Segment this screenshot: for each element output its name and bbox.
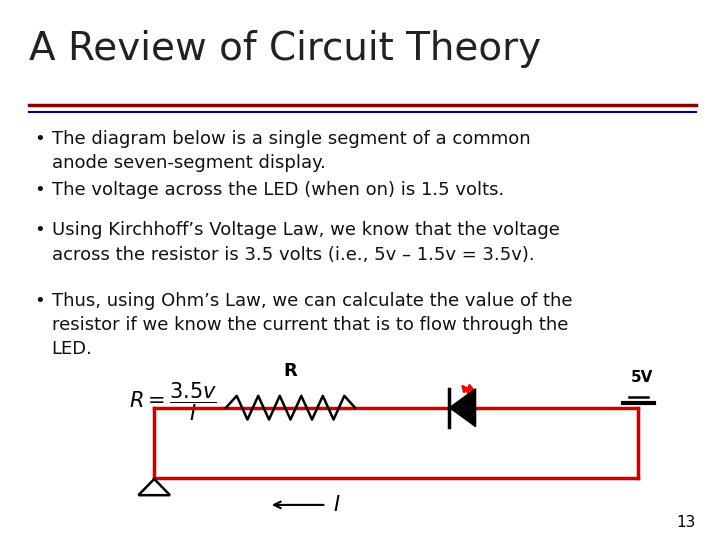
Text: R: R: [284, 362, 297, 380]
Text: The diagram below is a single segment of a common
anode seven-segment display.: The diagram below is a single segment of…: [52, 130, 530, 172]
Text: Thus, using Ohm’s Law, we can calculate the value of the
resistor if we know the: Thus, using Ohm’s Law, we can calculate …: [52, 292, 572, 358]
Text: $R = \dfrac{3.5v}{I}$: $R = \dfrac{3.5v}{I}$: [129, 381, 217, 423]
Text: Using Kirchhoff’s Voltage Law, we know that the voltage
across the resistor is 3: Using Kirchhoff’s Voltage Law, we know t…: [52, 221, 559, 264]
Polygon shape: [449, 389, 476, 427]
Text: 5V: 5V: [631, 370, 653, 385]
Text: •: •: [35, 181, 45, 199]
Text: I: I: [333, 495, 340, 515]
Text: 13: 13: [676, 515, 696, 530]
Text: •: •: [35, 292, 45, 309]
Text: •: •: [35, 130, 45, 147]
Text: A Review of Circuit Theory: A Review of Circuit Theory: [29, 30, 541, 68]
Text: •: •: [35, 221, 45, 239]
Text: The voltage across the LED (when on) is 1.5 volts.: The voltage across the LED (when on) is …: [52, 181, 504, 199]
